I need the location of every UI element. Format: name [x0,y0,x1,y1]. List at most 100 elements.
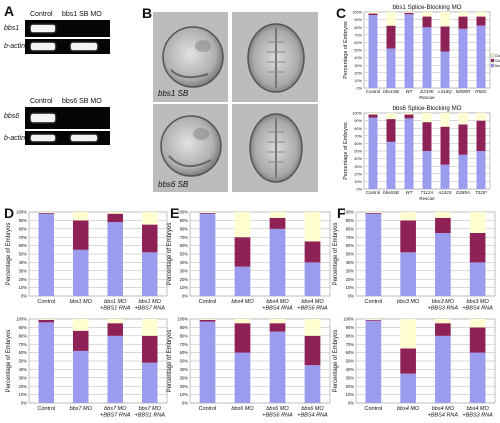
bar-segment-class-ii [458,12,468,17]
x-tick-label: A242S [437,190,452,195]
chart-title: bbs1 Splice-Blocking MO [392,4,461,11]
bar-segment-normal [199,213,216,296]
gel-top-col-mo: bbs1 SB MO [62,11,102,18]
x-axis-label: Rescue [419,196,435,201]
bar-segment-normal [404,118,414,189]
bar-segment-normal [458,154,468,189]
y-tick-label: 40% [19,260,28,265]
y-axis-label: Percentage of Embryos [167,330,173,393]
x-tick-label: +BBS7 RNA [100,413,131,419]
bar-segment-normal [422,151,432,189]
y-tick-label: 10% [19,392,28,397]
bar-segment-normal [440,51,450,88]
y-tick-label: 100% [352,112,362,116]
y-tick-label: 50% [19,359,28,364]
y-tick-label: 80% [346,226,355,231]
y-tick-label: 60% [346,350,355,355]
bar-segment-class-ii [38,212,55,213]
y-tick-label: 100% [177,317,188,322]
bar-segment-normal [107,335,124,403]
bar-segment-normal [368,117,378,189]
x-tick-label: R50C [475,89,487,94]
y-axis-label: Percentage of Embryos [6,330,12,393]
y-tick-label: 0% [21,401,27,406]
bar-segment-class-i [435,217,451,233]
x-tick-label: +BBS1 RNA [135,413,166,419]
y-tick-label: 10% [354,79,362,83]
y-tick-label: 40% [354,157,362,161]
y-tick-label: 70% [346,342,355,347]
y-tick-label: 50% [354,49,362,53]
bar-segment-class-i [422,16,432,28]
y-tick-label: 60% [19,350,28,355]
y-tick-label: 90% [346,325,355,330]
bar-segment-normal [269,331,286,403]
bar-segment-class-ii [368,113,378,115]
gel-bottom-col-mo: bbs6 SB MO [62,98,102,105]
y-tick-label: 40% [19,367,28,372]
legend-label: Class I [495,59,500,63]
bar-segment-class-ii [107,212,124,214]
legend-label: Class II [495,54,500,58]
x-tick-label: bbs6 MO [231,406,254,412]
y-tick-label: 10% [346,392,355,397]
panel-label-c: C [336,5,347,21]
bar-segment-normal [404,14,414,89]
y-tick-label: 70% [19,342,28,347]
bar-segment-class-ii [440,12,450,27]
bar-segment-class-ii [368,12,378,14]
chart-d1: 0% 10% 20% 30% 40% 50% 60% 70% 80% 90% 100% Percent… [6,210,168,312]
x-tick-label: bbs4 MO [432,406,455,412]
gel-top-row1-label: bbs1 [4,25,20,32]
bar-segment-class-ii [38,319,55,320]
embryo-image-bbs6-lateral [153,104,228,192]
bar-segment-normal [234,352,251,403]
y-tick-label: 20% [180,277,189,282]
x-tick-label: bbs7 MO [104,406,127,412]
bar-segment-class-i [435,323,451,336]
y-tick-label: 100% [343,317,354,322]
bar-segment-class-ii [72,319,89,331]
x-tick-label: bbs1 MO [104,299,127,305]
bar-segment-class-i [458,124,468,155]
y-tick-label: 20% [354,172,362,176]
chart-c2: 0% 10% 20% 30% 40% 50% 60% 70% 80% 90% 100% Percent… [343,105,491,201]
y-tick-label: 90% [19,325,28,330]
y-tick-label: 80% [19,226,28,231]
x-tick-label: +BBS7 RNA [135,306,166,312]
bar-segment-class-ii [469,319,486,328]
y-tick-label: 0% [182,401,188,406]
y-tick-label: 60% [19,243,28,248]
y-tick-label: 90% [354,119,362,123]
x-tick-label: Control [37,406,55,412]
x-tick-label: T325* [475,190,487,195]
bar-segment-class-ii [365,212,382,213]
bar-segment-class-ii [72,212,89,221]
y-tick-label: 50% [354,150,362,154]
x-tick-label: bbs7 MO [139,406,162,412]
y-tick-label: 10% [354,180,362,184]
bar-segment-class-i [234,237,251,267]
bar-segment-class-i [386,119,396,142]
y-tick-label: 0% [348,294,354,299]
x-tick-label: +BBS3 RNA [462,413,493,419]
bar-segment-normal [386,48,396,88]
bar-segment-class-i [400,348,416,374]
bar-segment-class-ii [404,12,414,13]
y-axis-label: Percentage of Embryos [333,330,339,393]
bar-segment-class-i [107,213,124,223]
x-tick-label: bbs3 MO [466,299,489,305]
y-tick-label: 50% [346,359,355,364]
panel-label-b: B [142,5,153,21]
gel-top-row2-image [25,39,110,54]
y-tick-label: 50% [180,252,189,257]
bar-segment-class-i [476,120,486,151]
y-tick-label: 30% [354,64,362,68]
bar-segment-normal [141,362,158,403]
bar-segment-class-i [38,212,55,214]
bar-segment-class-i [38,319,55,323]
y-tick-label: 100% [343,210,354,215]
y-tick-label: 20% [19,277,28,282]
x-tick-label: bbs6 MO [266,406,289,412]
x-tick-label: Control [37,299,55,305]
